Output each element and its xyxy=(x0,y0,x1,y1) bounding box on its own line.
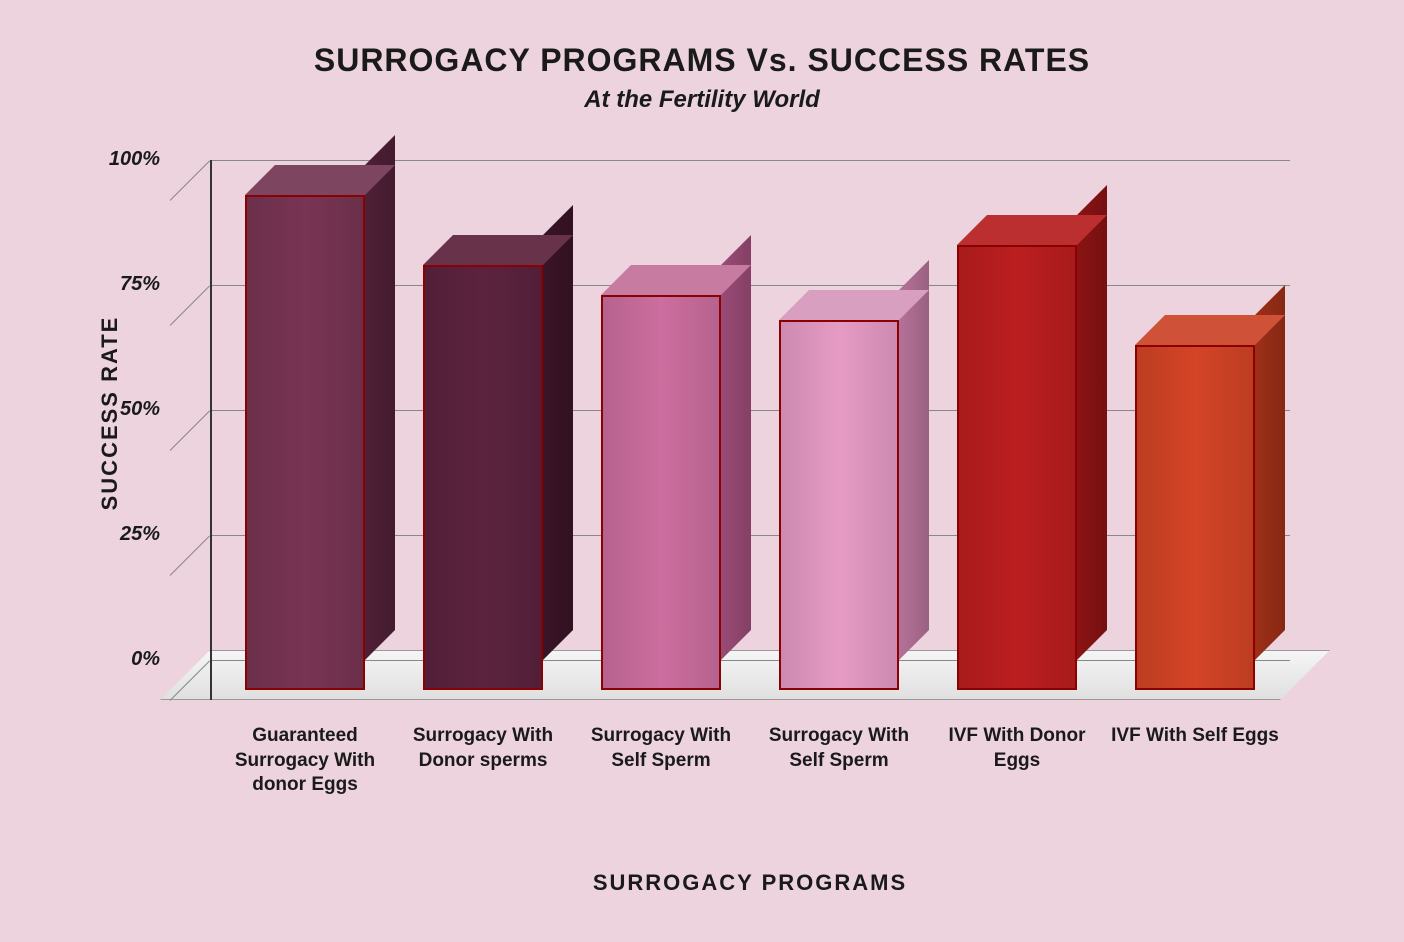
y-tick-label: 0% xyxy=(80,648,160,671)
bar-front xyxy=(423,265,543,690)
bar-front xyxy=(779,320,899,690)
bar xyxy=(245,195,395,690)
bar-side xyxy=(543,205,573,660)
category-label: Guaranteed Surrogacy With donor Eggs xyxy=(219,724,391,798)
bar xyxy=(957,245,1107,690)
bar-front xyxy=(245,195,365,690)
chart-title: SURROGACY PROGRAMS Vs. SUCCESS RATES xyxy=(0,42,1404,79)
bar xyxy=(1135,345,1285,690)
bar-side xyxy=(1077,185,1107,660)
bar-side xyxy=(721,235,751,660)
y-tick-label: 75% xyxy=(80,273,160,296)
y-tick-label: 50% xyxy=(80,398,160,421)
gridline-depth xyxy=(170,286,210,326)
category-label: Surrogacy With Donor sperms xyxy=(397,724,569,773)
y-tick-label: 100% xyxy=(80,148,160,171)
bar-side xyxy=(1255,285,1285,660)
x-axis-label: SURROGACY PROGRAMS xyxy=(210,870,1290,896)
bar-front xyxy=(957,245,1077,690)
bar xyxy=(423,265,573,690)
bar-front xyxy=(601,295,721,690)
gridline-depth xyxy=(170,161,210,201)
bar xyxy=(779,320,929,690)
category-label: Surrogacy With Self Sperm xyxy=(575,724,747,773)
y-tick-label: 25% xyxy=(80,523,160,546)
gridline-depth xyxy=(170,536,210,576)
chart-subtitle: At the Fertility World xyxy=(0,86,1404,114)
category-label: IVF With Donor Eggs xyxy=(931,724,1103,773)
category-label: Surrogacy With Self Sperm xyxy=(753,724,925,773)
bar-side xyxy=(899,260,929,660)
plot-area xyxy=(210,160,1290,660)
bar xyxy=(601,295,751,690)
gridline-depth xyxy=(170,411,210,451)
chart-container: SURROGACY PROGRAMS Vs. SUCCESS RATES At … xyxy=(0,0,1404,942)
bars-group xyxy=(210,160,1290,660)
bar-side xyxy=(365,135,395,660)
category-label: IVF With Self Eggs xyxy=(1109,724,1281,749)
bar-front xyxy=(1135,345,1255,690)
